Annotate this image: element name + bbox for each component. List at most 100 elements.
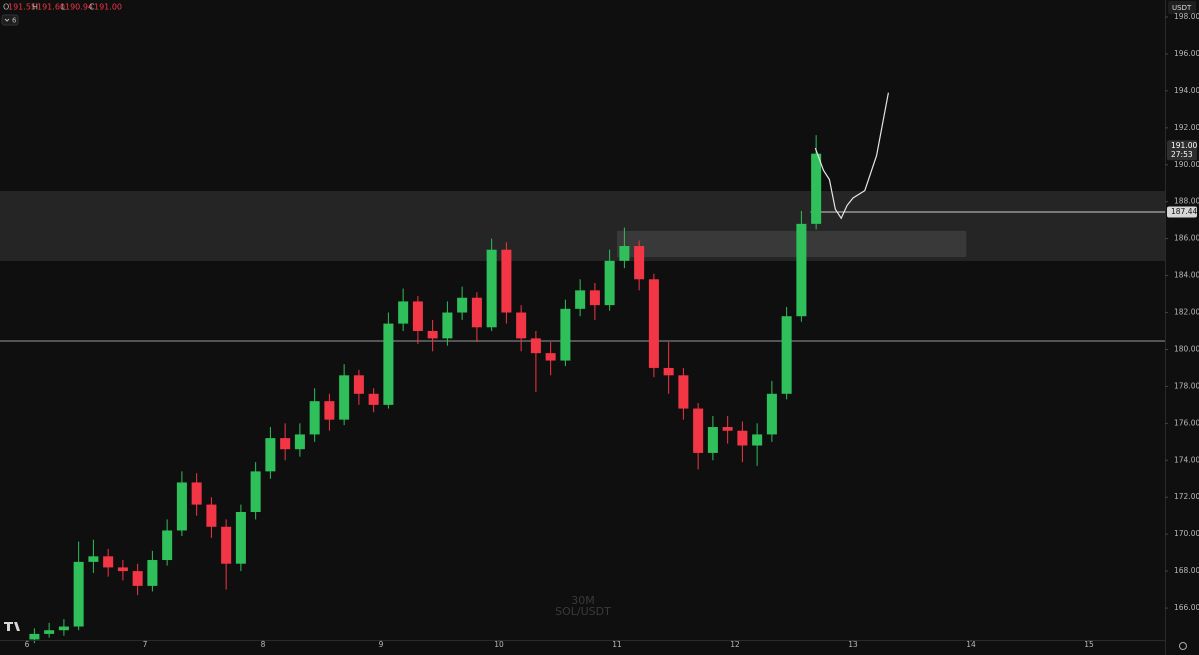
candle-body — [427, 330, 438, 339]
candle-body — [280, 438, 291, 450]
logo — [4, 622, 20, 631]
candle-body — [796, 223, 807, 317]
chevron-icon — [4, 18, 10, 22]
y-tick-label: 190.00 — [1174, 160, 1199, 169]
y-tick-label: 182.00 — [1174, 308, 1199, 317]
price-line-box — [1167, 206, 1197, 218]
candle-body — [442, 312, 453, 339]
candle-body — [29, 633, 40, 640]
candle-body — [309, 401, 320, 435]
candle-body — [221, 526, 232, 564]
y-tick-label: 184.00 — [1174, 271, 1199, 280]
candle-body — [265, 438, 276, 472]
currency-button[interactable]: USDT — [1168, 1, 1196, 14]
y-tick-label: 188.00 — [1174, 197, 1199, 206]
x-tick-label: 14 — [966, 640, 976, 649]
y-tick-label: 194.00 — [1174, 86, 1199, 95]
indicator-toggle[interactable]: 6 — [1, 14, 19, 26]
candle-body — [663, 367, 674, 376]
ohlc-key: C — [89, 3, 95, 12]
candle-body — [752, 434, 763, 446]
candle-body — [162, 530, 173, 561]
candle-body — [516, 312, 527, 339]
y-tick-label: 174.00 — [1174, 455, 1199, 464]
candle-body — [722, 427, 733, 431]
y-tick-label: 196.00 — [1174, 49, 1199, 58]
candle-body — [530, 338, 541, 354]
projection-line — [814, 92, 889, 220]
candle-body — [294, 434, 305, 450]
candle-body — [471, 297, 482, 328]
candle-body — [412, 301, 423, 331]
watermark-interval: 30M — [571, 594, 595, 607]
x-tick-label: 15 — [1084, 640, 1094, 649]
candle-body — [619, 246, 630, 261]
candle-body — [73, 561, 84, 627]
currency-bg[interactable] — [1168, 1, 1196, 14]
candle-body — [707, 427, 718, 453]
x-tick-label: 9 — [379, 640, 384, 649]
indicator-count: 6 — [12, 17, 17, 25]
candle-body — [103, 556, 114, 568]
candle-body — [132, 571, 143, 586]
candle-body — [678, 375, 689, 409]
price-line-label: 187.44 — [1171, 207, 1197, 216]
plot — [0, 92, 1165, 644]
candle-body — [693, 408, 704, 453]
candle-body — [648, 279, 659, 368]
candle-body — [176, 482, 187, 531]
x-tick-label: 8 — [261, 640, 266, 649]
y-tick-label: 178.00 — [1174, 381, 1199, 390]
candle-body — [766, 393, 777, 435]
candle-body — [589, 290, 600, 306]
candle-body — [737, 430, 748, 446]
ohlc-value: 191.00 — [94, 3, 122, 12]
y-tick-label: 176.00 — [1174, 418, 1199, 427]
candle-body — [398, 301, 409, 324]
x-tick-label: 7 — [143, 640, 148, 649]
x-tick-label: 12 — [730, 640, 740, 649]
y-tick-label: 198.00 — [1174, 12, 1199, 21]
candle-body — [501, 249, 512, 313]
x-tick-label: 13 — [848, 640, 858, 649]
candle-body — [191, 482, 202, 505]
y-tick-label: 186.00 — [1174, 234, 1199, 243]
ohlc-key: O — [3, 3, 9, 12]
x-tick-label: 10 — [494, 640, 504, 649]
candle-body — [147, 560, 158, 586]
candle-body — [604, 260, 615, 306]
currency-label: USDT — [1172, 4, 1192, 12]
countdown-label: 27:53 — [1171, 150, 1193, 159]
candle-body — [560, 308, 571, 361]
candle-body — [575, 290, 586, 309]
ohlc-key: L — [61, 3, 66, 12]
candle-body — [634, 246, 645, 280]
candle-body — [353, 375, 364, 394]
candle-body — [486, 249, 497, 328]
candle-body — [235, 512, 246, 564]
candle-body — [206, 504, 217, 527]
candle-body — [58, 626, 69, 631]
indicator-button[interactable] — [1, 14, 19, 26]
y-tick-label: 180.00 — [1174, 344, 1199, 353]
candle-body — [383, 323, 394, 405]
x-tick-label: 11 — [612, 640, 622, 649]
y-tick-label: 172.00 — [1174, 492, 1199, 501]
candle-body — [324, 401, 335, 420]
candle-body — [368, 393, 379, 405]
ohlc-legend: O 191.55 H 191.60 L 190.94 C 191.00 — [3, 3, 122, 12]
settings-icon[interactable] — [1179, 642, 1187, 650]
ohlc-key: H — [32, 3, 38, 12]
candle-body — [811, 153, 822, 224]
candle-body — [339, 375, 350, 420]
candle-body — [545, 353, 556, 361]
candle-body — [457, 297, 468, 313]
candle-body — [781, 316, 792, 394]
y-tick-label: 192.00 — [1174, 123, 1199, 132]
candle-body — [44, 630, 55, 634]
ohlc-value: 191.55 — [8, 3, 36, 12]
candle-body — [117, 567, 128, 572]
